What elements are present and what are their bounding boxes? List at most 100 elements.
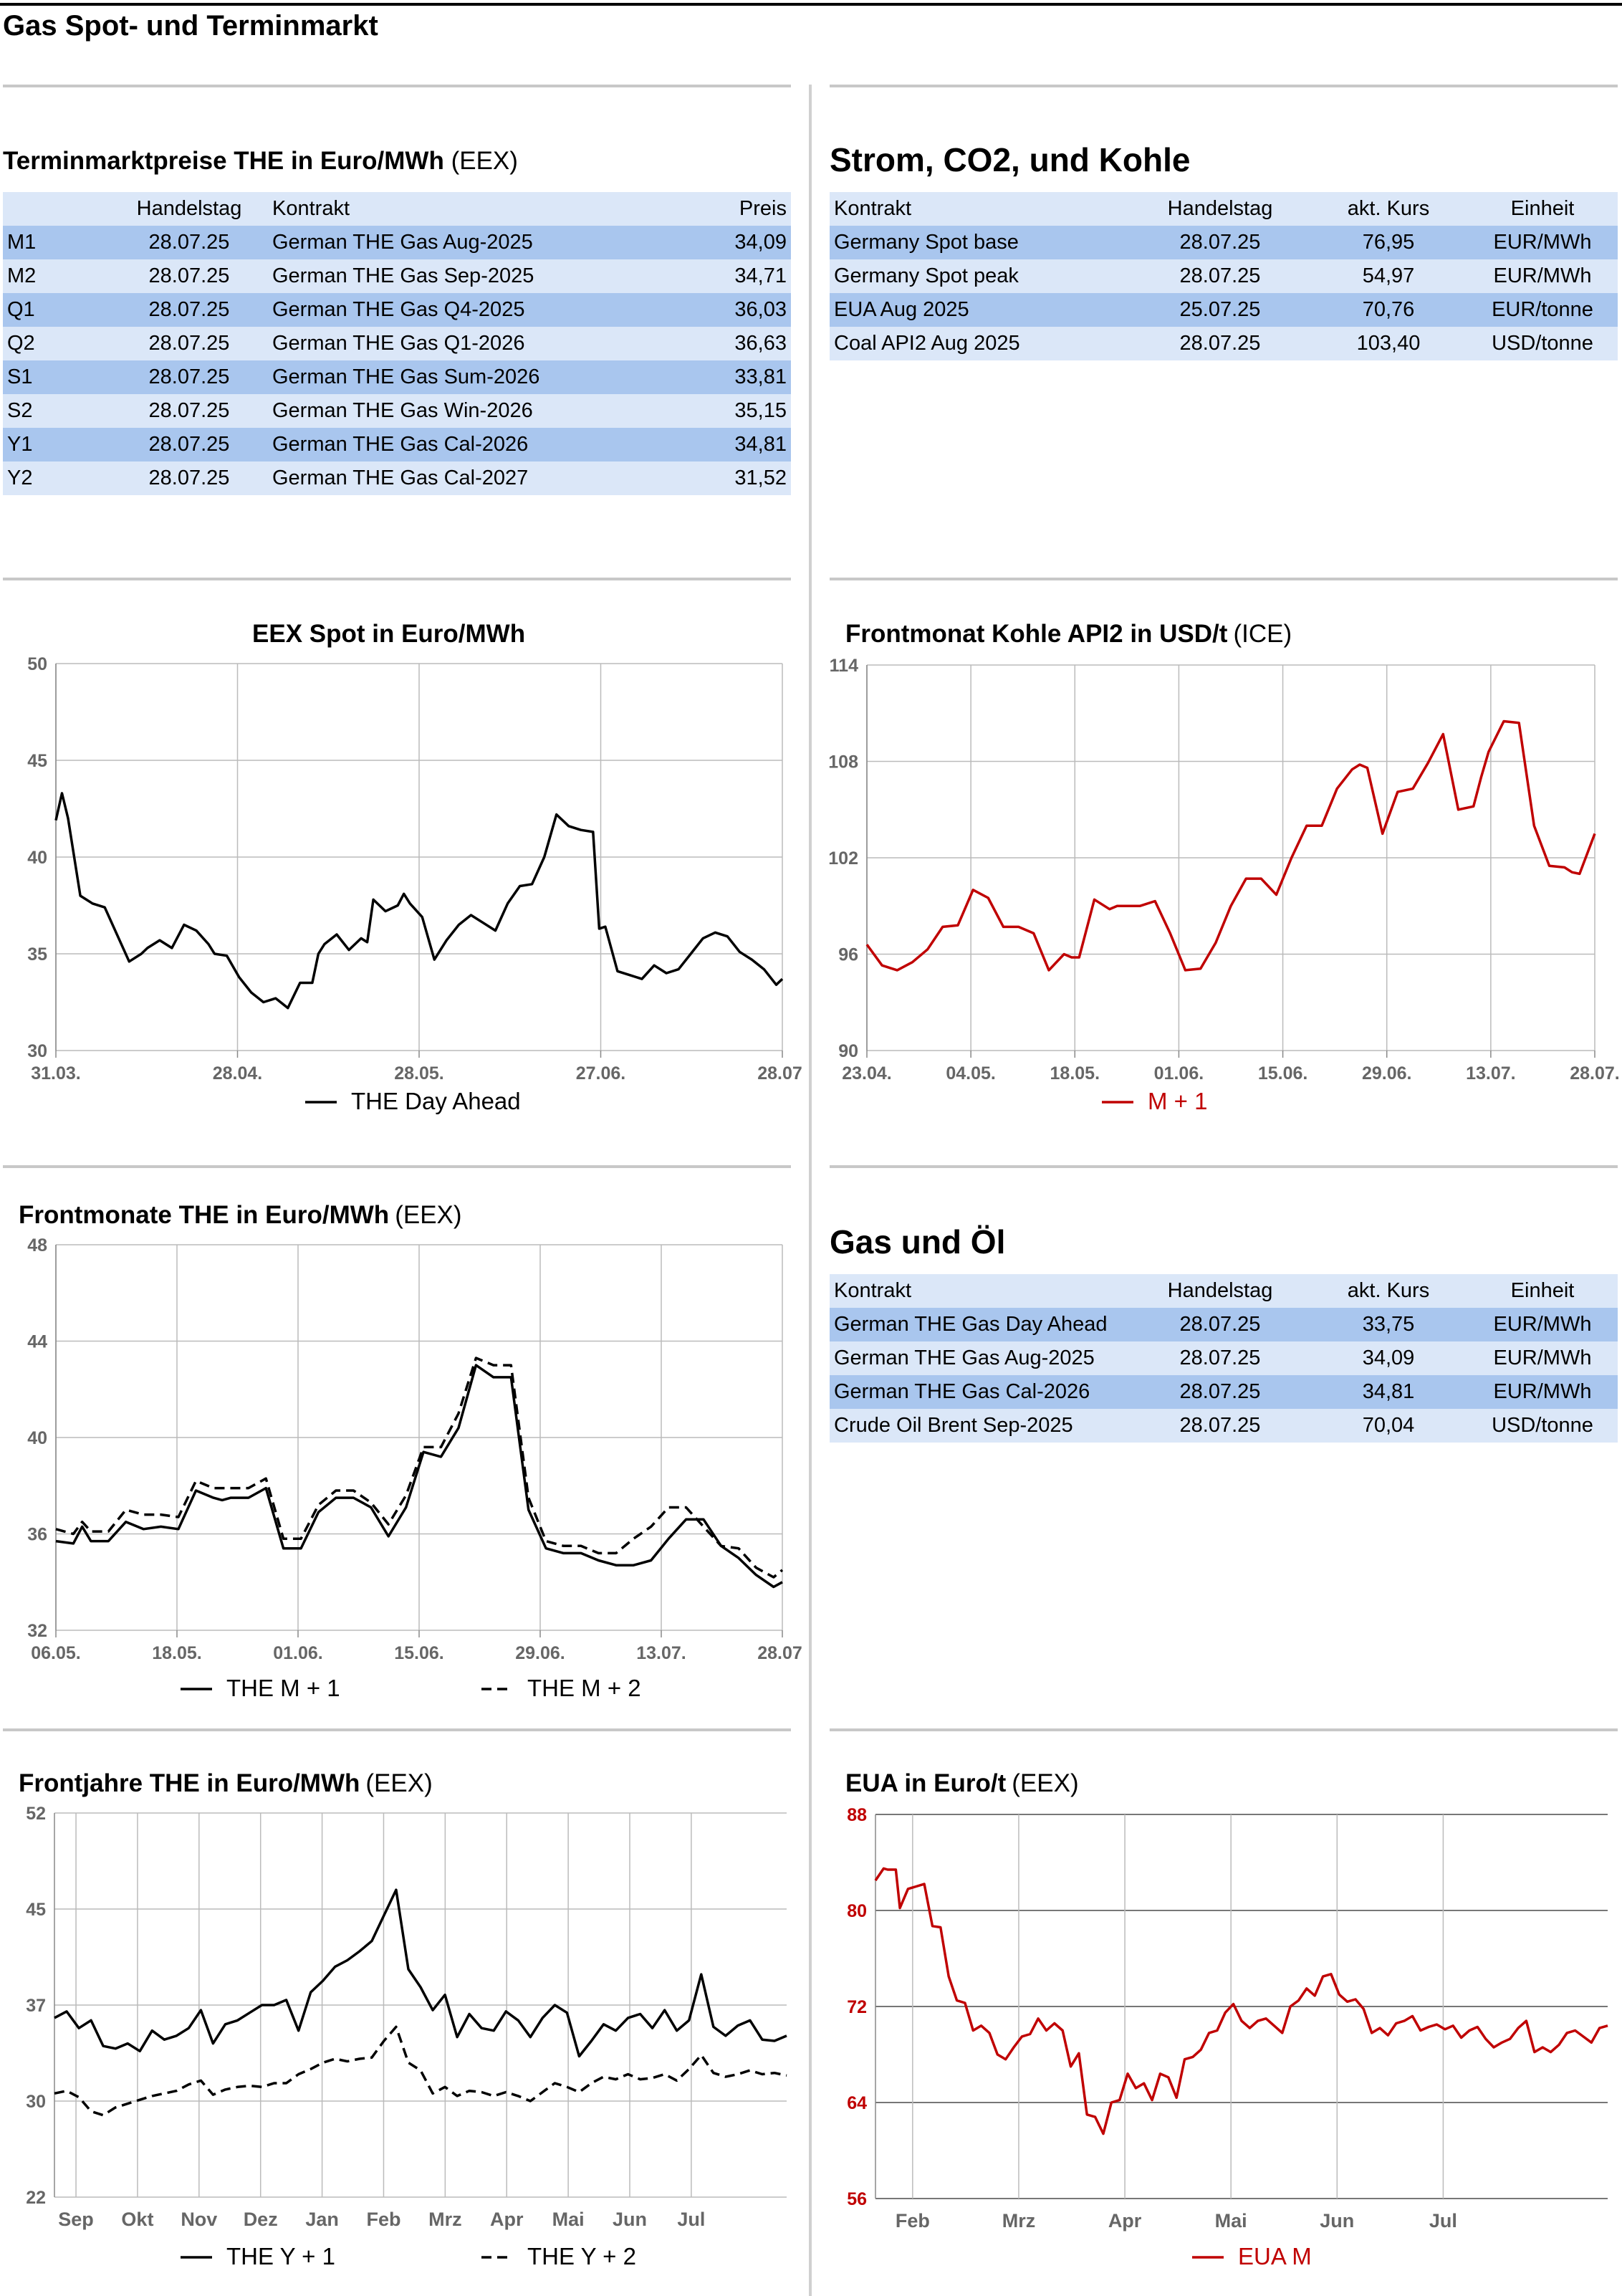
x-tick-label: 18.05. [1050, 1063, 1100, 1084]
x-tick-label: 28.07. [757, 1643, 802, 1663]
table-cell: 28.07.25 [148, 365, 230, 388]
table-row: Crude Oil Brent Sep-2025 28.07.25 70,04 USD… [830, 1409, 1618, 1443]
legend-label: EUA M [1238, 2243, 1312, 2269]
y-tick-label: 90 [838, 1041, 858, 1061]
legend-label: THE Y + 1 [226, 2243, 335, 2269]
table-cell: 25.07.25 [1179, 298, 1261, 321]
table-cell: 35,15 [734, 399, 787, 422]
x-tick-label: 01.06. [273, 1643, 323, 1663]
eex-spot-chart: EEX Spot in Euro/MWh 30 35 40 45 50 31.03. 28.0… [27, 620, 802, 1114]
table-header-cell: Einheit [1510, 1279, 1575, 1302]
chart-title: EEX Spot in Euro/MWh [252, 620, 525, 648]
table-header-cell: Handelstag [136, 197, 242, 220]
x-tick-label: 28.07. [1570, 1063, 1620, 1084]
table-header-cell: akt. Kurs [1347, 1279, 1430, 1302]
y-tick-label: 30 [26, 2092, 46, 2112]
table-cell: 28.07.25 [148, 433, 230, 456]
series-line [55, 1357, 784, 1579]
x-tick-label: 01.06. [1154, 1063, 1204, 1084]
table-cell: 34,71 [734, 264, 787, 287]
table-header-cell: Kontrakt [834, 1279, 911, 1302]
x-tick-label: 15.06. [1258, 1063, 1308, 1084]
y-tick-label: 56 [847, 2189, 867, 2209]
x-tick-label: 28.07. [757, 1063, 802, 1084]
table-header-cell: Handelstag [1167, 1279, 1273, 1302]
y-tick-label: 102 [828, 848, 858, 869]
x-tick-label: Feb [896, 2210, 930, 2232]
y-tick-label: 36 [27, 1525, 47, 1545]
series-line [54, 1888, 787, 2058]
table-row: German THE Gas Day Ahead 28.07.25 33,75 EUR… [830, 1308, 1618, 1341]
table-row: Germany Spot base 28.07.25 76,95 EUR/MWh [830, 226, 1618, 259]
x-tick-label: 15.06. [394, 1643, 444, 1663]
frontmonate-chart: Frontmonate THE in Euro/MWh (EEX) 32 36 40 44… [19, 1201, 802, 1701]
x-tick-label: Apr [490, 2209, 524, 2230]
x-tick-label: Mai [1215, 2210, 1247, 2232]
table-cell: 28.07.25 [148, 298, 230, 321]
x-tick-label: 13.07. [1466, 1063, 1516, 1084]
x-tick-label: Jan [305, 2209, 339, 2230]
table-row: S1 28.07.25 German THE Gas Sum-2026 33,81 [3, 360, 791, 394]
column-divider [809, 85, 812, 2296]
table-cell: 36,03 [734, 298, 787, 321]
table-header-cell: Einheit [1510, 197, 1575, 220]
chart-title-source: (EEX) [395, 1201, 461, 1229]
table-cell: EUR/MWh [1493, 1380, 1592, 1403]
x-tick-label: 29.06. [515, 1643, 565, 1663]
y-tick-label: 35 [27, 944, 47, 965]
table-cell: Germany Spot base [834, 231, 1019, 254]
x-tick-label: Mrz [428, 2209, 462, 2230]
table-cell: 70,04 [1362, 1414, 1415, 1437]
x-tick-label: Mai [552, 2209, 585, 2230]
x-tick-label: Dez [244, 2209, 278, 2230]
series-line [54, 792, 784, 1010]
kohle-chart: Frontmonat Kohle API2 in USD/t (ICE) 90 96 1… [828, 620, 1620, 1114]
x-tick-label: Mrz [1002, 2210, 1036, 2232]
x-tick-label: Jun [1320, 2210, 1354, 2232]
termin-table: Handelstag Kontrakt Preis M1 28.07.25 German … [3, 192, 791, 495]
strom-title: Strom, CO2, und Kohle [830, 141, 1191, 178]
table-cell: Y1 [7, 433, 33, 456]
table-cell: 36,63 [734, 332, 787, 355]
termin-title-bold: Terminmarktpreise THE in Euro/MWh [3, 147, 444, 175]
y-tick-label: 96 [838, 945, 858, 965]
table-cell: S1 [7, 365, 33, 388]
gas-table: Kontrakt Handelstag akt. Kurs Einheit German… [830, 1274, 1618, 1443]
x-tick-label: Sep [58, 2209, 94, 2230]
x-tick-label: Apr [1108, 2210, 1142, 2232]
table-cell: 28.07.25 [1179, 1346, 1261, 1369]
divider [830, 1165, 1618, 1168]
y-tick-label: 37 [26, 1996, 46, 2016]
table-cell: 34,81 [734, 433, 787, 456]
table-cell: Germany Spot peak [834, 264, 1019, 287]
table-row: EUA Aug 2025 25.07.25 70,76 EUR/tonne [830, 293, 1618, 327]
table-cell: German THE Gas Q4-2025 [272, 298, 525, 321]
table-cell: EUR/MWh [1493, 264, 1592, 287]
table-cell: EUR/MWh [1493, 1313, 1592, 1336]
table-row: Coal API2 Aug 2025 28.07.25 103,40 USD/tonn… [830, 327, 1618, 360]
table-row: German THE Gas Aug-2025 28.07.25 34,09 EUR/… [830, 1341, 1618, 1375]
table-cell: 28.07.25 [1179, 231, 1261, 254]
table-cell: 76,95 [1362, 231, 1415, 254]
y-tick-label: 48 [27, 1235, 47, 1255]
gas-title: Gas und Öl [830, 1223, 1006, 1261]
x-tick-label: 31.03. [31, 1063, 81, 1084]
x-tick-label: 29.06. [1362, 1063, 1412, 1084]
table-cell: M2 [7, 264, 37, 287]
table-cell: 103,40 [1356, 332, 1421, 355]
y-tick-label: 40 [27, 848, 47, 868]
table-row: Q1 28.07.25 German THE Gas Q4-2025 36,03 [3, 293, 791, 327]
table-cell: German THE Gas Q1-2026 [272, 332, 525, 355]
table-header-cell [3, 192, 110, 226]
y-tick-label: 72 [847, 1997, 867, 2017]
table-row: M1 28.07.25 German THE Gas Aug-2025 34,09 [3, 226, 791, 259]
table-cell: German THE Gas Cal-2026 [834, 1380, 1090, 1403]
table-cell: German THE Gas Win-2026 [272, 399, 533, 422]
y-tick-label: 108 [828, 752, 858, 772]
table-cell: EUR/MWh [1493, 1346, 1592, 1369]
x-tick-label: 27.06. [576, 1063, 626, 1084]
table-cell: USD/tonne [1492, 332, 1593, 355]
divider [830, 578, 1618, 580]
table-row: Germany Spot peak 28.07.25 54,97 EUR/MWh [830, 259, 1618, 293]
y-tick-label: 44 [27, 1332, 47, 1352]
